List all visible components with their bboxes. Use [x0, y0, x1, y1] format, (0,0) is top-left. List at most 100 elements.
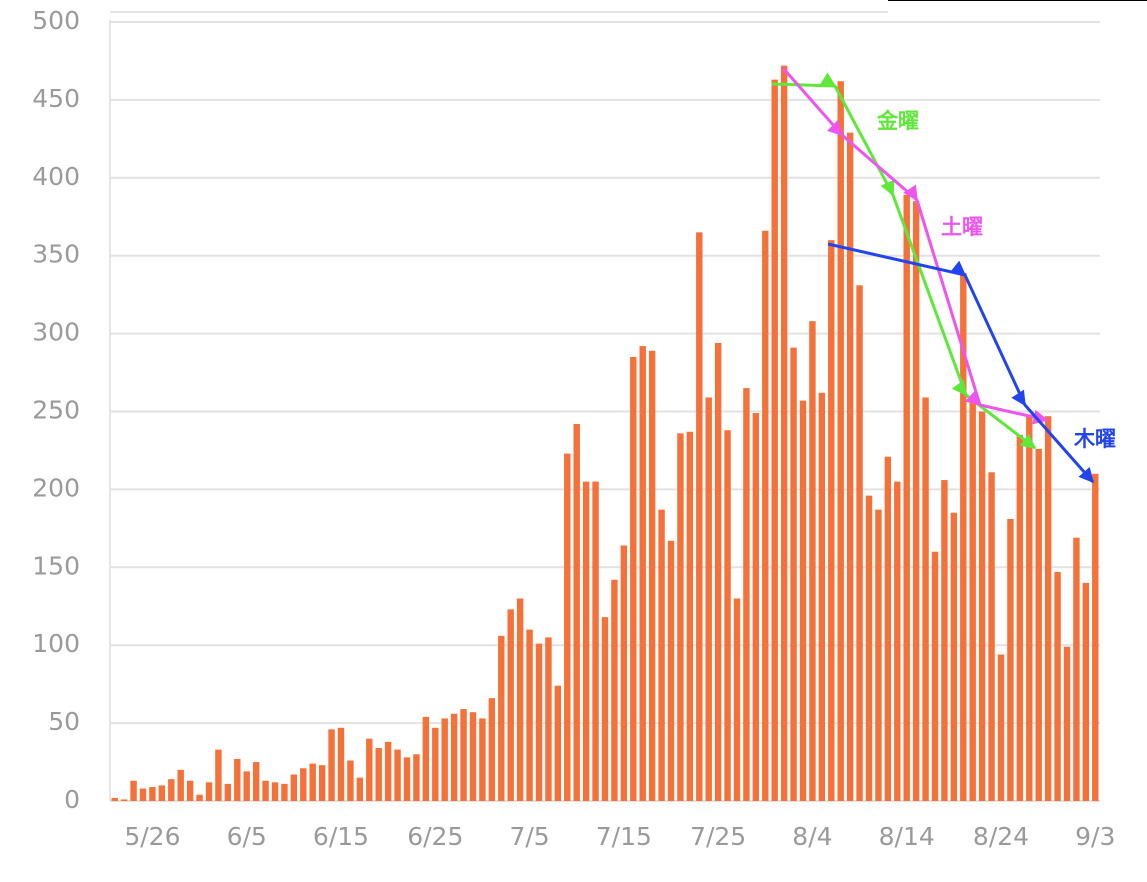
bar [205, 782, 213, 801]
bar [799, 400, 807, 801]
bar [865, 495, 873, 801]
bar [234, 758, 241, 801]
bar [224, 783, 232, 801]
x-tick-label: 7/5 [509, 822, 549, 851]
bar [460, 709, 467, 801]
bar [564, 453, 571, 801]
bar [507, 609, 514, 801]
bar [120, 799, 128, 801]
bar [1035, 448, 1042, 801]
bar [309, 763, 316, 801]
bar [526, 629, 533, 801]
bar [950, 512, 958, 801]
bar [356, 777, 364, 801]
bar [978, 411, 986, 801]
bar [1044, 416, 1052, 801]
bar [894, 481, 901, 801]
y-tick-label: 350 [32, 240, 80, 269]
x-tick-label: 8/14 [879, 822, 935, 851]
bar [705, 397, 712, 801]
bar [347, 760, 354, 801]
bar [432, 727, 439, 801]
bar [733, 598, 741, 801]
bar [997, 654, 1005, 801]
bar [931, 551, 939, 801]
bar [186, 780, 194, 801]
bar [158, 785, 166, 801]
bar [592, 481, 599, 801]
bar [573, 423, 580, 801]
bar [903, 194, 910, 802]
y-tick-label: 400 [32, 162, 80, 191]
bar [960, 272, 967, 801]
bar [1026, 414, 1033, 801]
bar [828, 240, 835, 801]
bar [168, 779, 175, 801]
bar [318, 765, 326, 801]
bar [1092, 473, 1099, 801]
bar [677, 433, 684, 801]
bar [630, 356, 637, 801]
bar [498, 635, 505, 801]
bar [601, 617, 609, 801]
y-tick-label: 100 [32, 629, 80, 658]
bar [771, 79, 778, 801]
bar [648, 350, 656, 801]
bar [271, 782, 279, 801]
bar [875, 509, 882, 801]
bar [912, 201, 920, 802]
x-tick-label: 6/15 [313, 822, 369, 851]
bar [667, 540, 675, 801]
bar [177, 769, 184, 801]
bar [215, 749, 222, 801]
x-tick-label: 8/24 [973, 822, 1029, 851]
bar [790, 347, 797, 801]
bar [969, 399, 976, 801]
x-tick-label: 7/15 [596, 822, 652, 851]
bar [611, 579, 618, 801]
bar [743, 388, 750, 801]
bar [337, 727, 345, 801]
bar [394, 749, 401, 801]
bar [818, 392, 826, 801]
bar [1054, 571, 1061, 801]
annotation: 木曜 [1073, 427, 1116, 451]
bar [290, 774, 298, 801]
bar [441, 718, 448, 801]
annotation: 金曜 [876, 109, 919, 133]
bar [516, 598, 524, 801]
annotation-arrow [827, 242, 1095, 484]
bar [422, 716, 430, 801]
x-tick-label: 6/5 [227, 822, 267, 851]
bar [837, 81, 844, 802]
bar [545, 637, 552, 801]
x-tick-label: 9/3 [1075, 822, 1115, 851]
bar [384, 741, 392, 801]
bar [941, 480, 948, 801]
y-tick-label: 150 [32, 551, 80, 580]
y-tick-label: 0 [64, 785, 80, 814]
y-tick-label: 200 [32, 473, 80, 502]
bar [196, 794, 203, 801]
bar [488, 698, 496, 801]
bar [1007, 519, 1014, 801]
bar [922, 397, 929, 801]
bar [366, 738, 373, 801]
bar [1063, 646, 1071, 801]
x-tick-label: 8/4 [792, 822, 832, 851]
bar [328, 729, 335, 801]
y-tick-label: 450 [32, 84, 80, 113]
y-tick-label: 500 [32, 6, 80, 35]
bar [582, 481, 590, 801]
bar [1073, 537, 1080, 801]
bar [620, 545, 628, 801]
x-tick-label: 5/26 [124, 822, 180, 851]
bar [479, 718, 486, 801]
bar [413, 754, 420, 801]
y-tick-label: 300 [32, 318, 80, 347]
bar [403, 757, 411, 801]
y-tick-label: 50 [48, 707, 80, 736]
bar [988, 472, 995, 801]
bar [639, 346, 646, 801]
